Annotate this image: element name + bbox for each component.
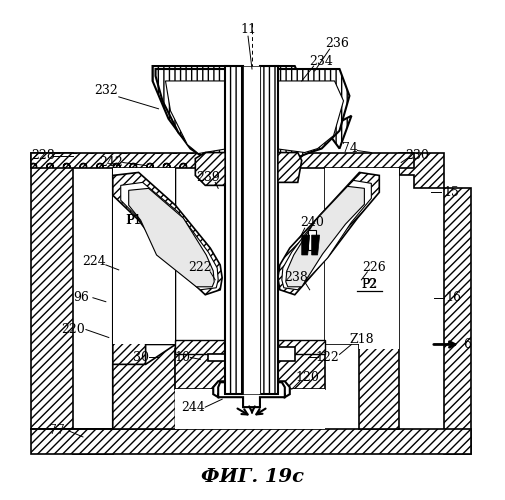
Polygon shape bbox=[31, 152, 205, 168]
Polygon shape bbox=[277, 172, 379, 294]
Text: P1: P1 bbox=[126, 214, 141, 226]
Text: 242: 242 bbox=[98, 156, 122, 169]
Text: 30: 30 bbox=[132, 351, 148, 364]
Text: 77: 77 bbox=[49, 424, 65, 438]
Polygon shape bbox=[274, 81, 343, 152]
Polygon shape bbox=[277, 152, 301, 182]
Text: 228: 228 bbox=[31, 149, 55, 162]
Polygon shape bbox=[195, 152, 225, 186]
Polygon shape bbox=[165, 81, 228, 154]
Text: ФИГ. 19с: ФИГ. 19с bbox=[201, 468, 304, 485]
Polygon shape bbox=[213, 382, 289, 397]
Text: 240: 240 bbox=[299, 216, 323, 228]
Text: 74: 74 bbox=[341, 142, 357, 155]
Text: 120: 120 bbox=[295, 371, 319, 384]
Polygon shape bbox=[113, 172, 222, 294]
Polygon shape bbox=[153, 66, 228, 158]
Text: Z18: Z18 bbox=[348, 333, 373, 346]
Text: 10: 10 bbox=[174, 351, 190, 364]
Text: 15: 15 bbox=[442, 186, 458, 199]
Text: 222: 222 bbox=[188, 262, 212, 274]
Polygon shape bbox=[175, 389, 324, 429]
Polygon shape bbox=[274, 69, 349, 158]
Polygon shape bbox=[398, 152, 470, 454]
Text: 236: 236 bbox=[325, 36, 349, 50]
Text: 226: 226 bbox=[362, 262, 385, 274]
Polygon shape bbox=[113, 344, 175, 429]
Text: 224: 224 bbox=[82, 256, 106, 268]
Polygon shape bbox=[218, 382, 284, 407]
Polygon shape bbox=[175, 340, 225, 354]
Text: 16: 16 bbox=[445, 291, 461, 304]
Polygon shape bbox=[225, 66, 242, 394]
Text: 234: 234 bbox=[309, 54, 333, 68]
Polygon shape bbox=[307, 230, 315, 250]
Text: 239: 239 bbox=[196, 171, 220, 184]
Polygon shape bbox=[281, 180, 371, 290]
Polygon shape bbox=[274, 66, 351, 156]
Text: 96: 96 bbox=[73, 291, 89, 304]
Text: P2: P2 bbox=[361, 278, 376, 291]
Polygon shape bbox=[155, 69, 228, 158]
Polygon shape bbox=[31, 429, 470, 454]
Polygon shape bbox=[311, 235, 319, 255]
Text: 238: 238 bbox=[283, 272, 307, 284]
Polygon shape bbox=[285, 186, 364, 287]
Polygon shape bbox=[113, 168, 175, 344]
Polygon shape bbox=[128, 188, 214, 287]
Text: 230: 230 bbox=[405, 149, 428, 162]
Polygon shape bbox=[121, 182, 218, 290]
Polygon shape bbox=[324, 168, 398, 429]
Text: 220: 220 bbox=[61, 323, 85, 336]
Polygon shape bbox=[208, 348, 294, 362]
Text: P1: P1 bbox=[125, 214, 141, 226]
Polygon shape bbox=[113, 168, 175, 429]
Polygon shape bbox=[242, 66, 260, 394]
Polygon shape bbox=[277, 340, 324, 354]
Polygon shape bbox=[175, 350, 324, 389]
Polygon shape bbox=[324, 168, 398, 350]
Text: 232: 232 bbox=[94, 84, 118, 98]
Text: P2: P2 bbox=[361, 278, 377, 291]
Text: 11: 11 bbox=[239, 22, 256, 36]
Text: 244: 244 bbox=[181, 400, 205, 413]
Text: 122: 122 bbox=[315, 351, 339, 364]
Polygon shape bbox=[260, 66, 277, 394]
Polygon shape bbox=[31, 152, 113, 454]
Polygon shape bbox=[294, 152, 413, 168]
Polygon shape bbox=[301, 235, 309, 255]
Text: 6: 6 bbox=[462, 338, 470, 351]
